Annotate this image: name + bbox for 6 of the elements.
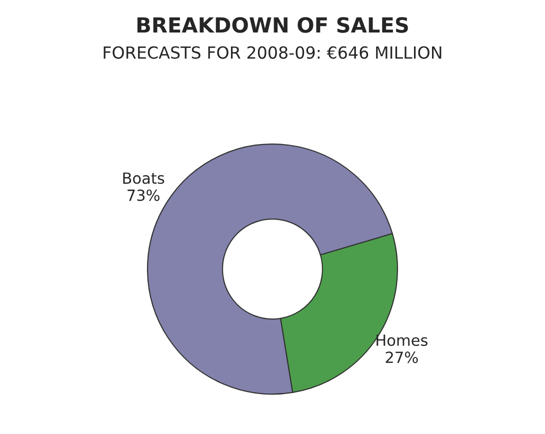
chart-title: BREAKDOWN OF SALES	[137, 17, 408, 33]
slice-label: Homes	[376, 334, 428, 346]
chart-subtitle: FORECASTS FOR 2008-09: €646 MILLION	[104, 46, 442, 59]
slice-label: Boats	[123, 172, 164, 184]
data-label: 27%	[386, 352, 418, 364]
data-label: 73%	[128, 189, 160, 202]
